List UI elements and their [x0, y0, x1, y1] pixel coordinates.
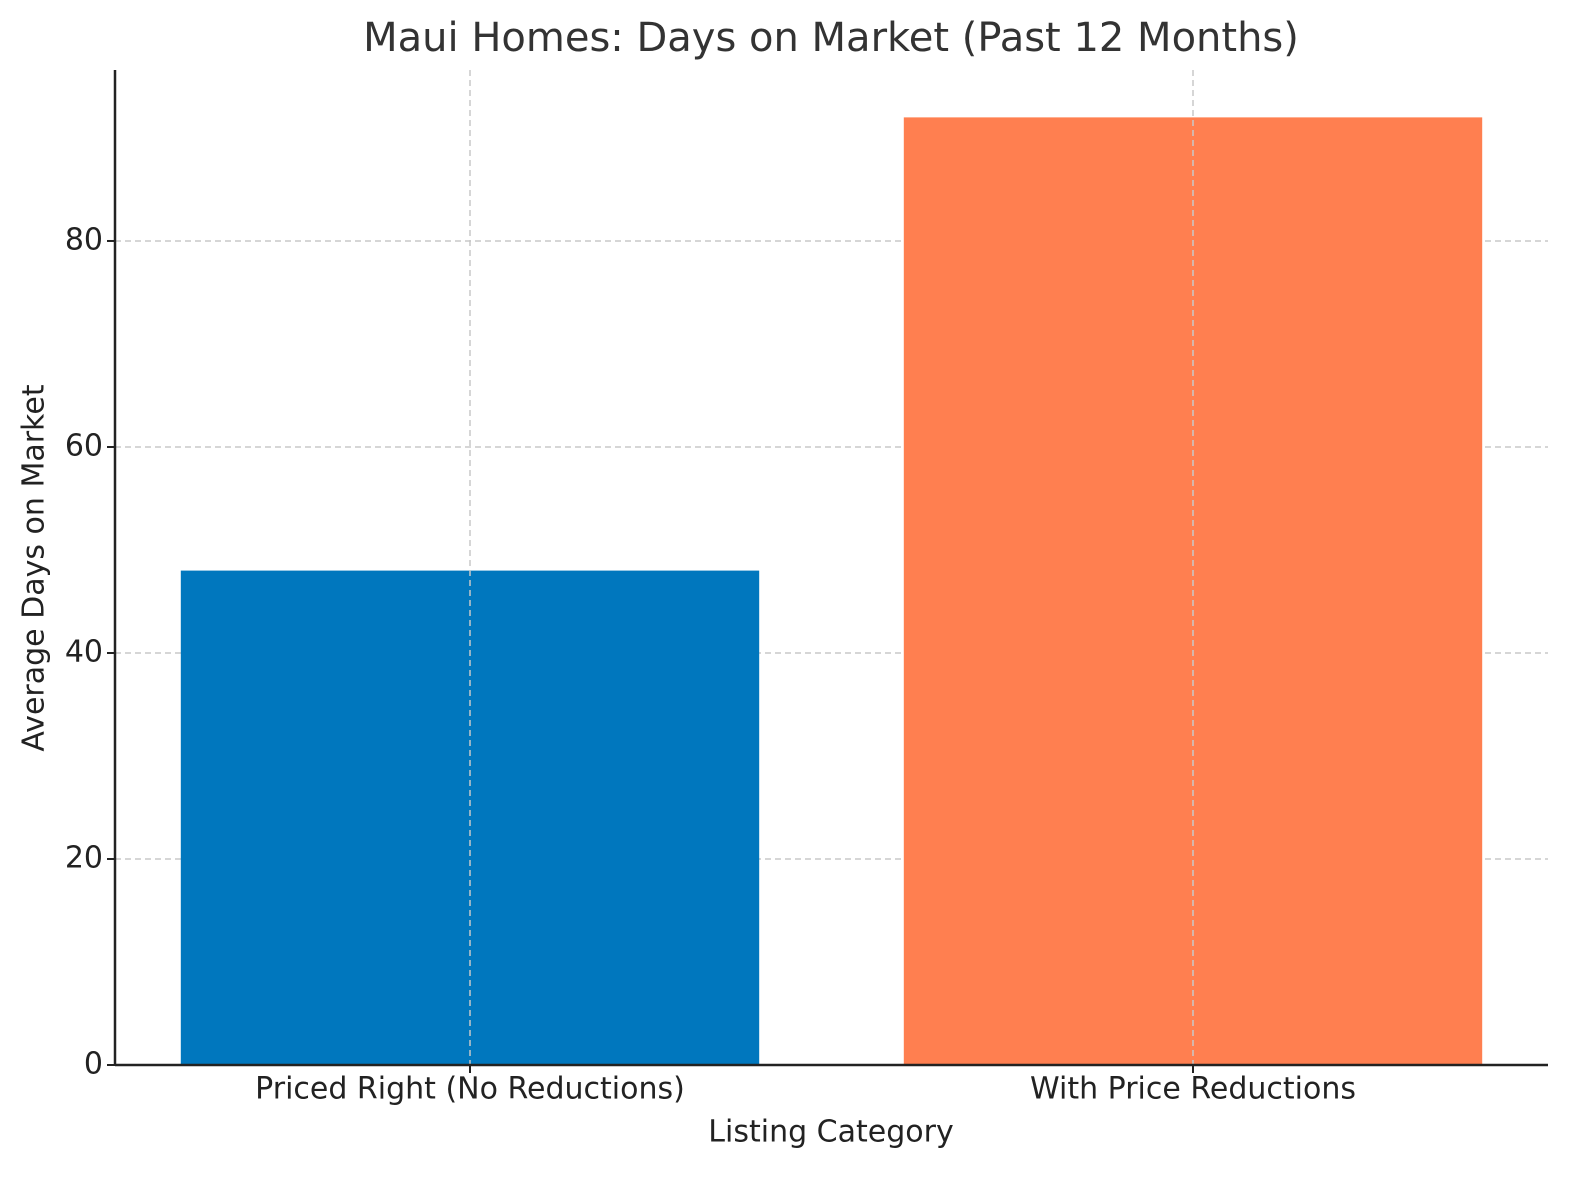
y-tick-label: 0 — [84, 1047, 103, 1082]
chart-title: Maui Homes: Days on Market (Past 12 Mont… — [363, 15, 1299, 61]
x-tick-label: With Price Reductions — [1030, 1072, 1356, 1107]
y-axis-label: Average Days on Market — [17, 384, 52, 751]
y-tick-label: 80 — [65, 222, 103, 257]
x-axis-label: Listing Category — [708, 1115, 953, 1150]
y-tick-label: 20 — [65, 840, 103, 875]
y-tick-label: 60 — [65, 428, 103, 463]
y-tick-label: 40 — [65, 634, 103, 669]
x-tick-label: Priced Right (No Reductions) — [255, 1072, 685, 1107]
